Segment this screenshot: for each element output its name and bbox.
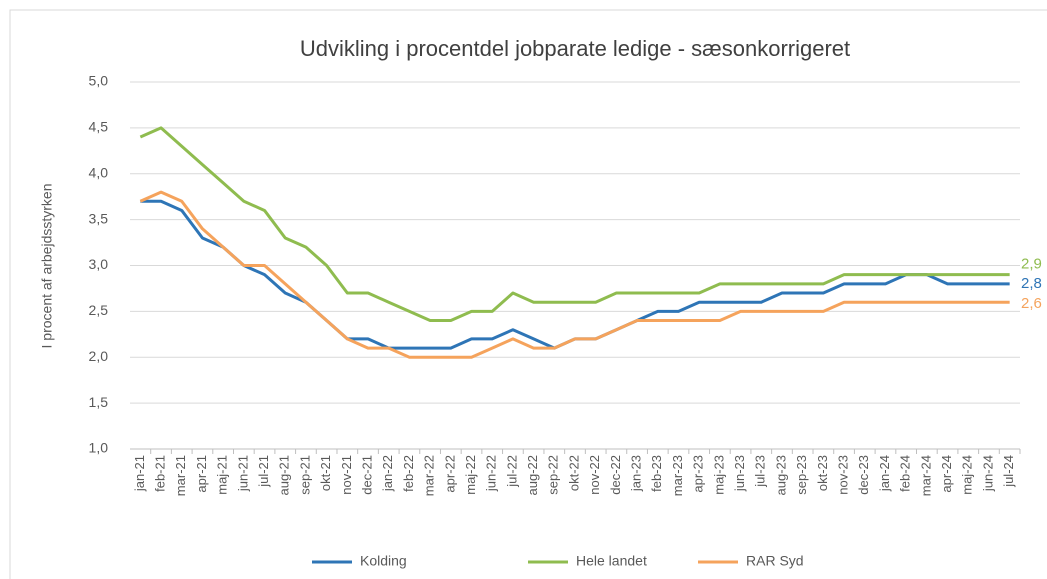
y-tick-label: 2,0 (89, 348, 109, 364)
x-tick-label: maj-24 (960, 455, 975, 495)
chart-frame (9, 9, 1047, 579)
x-tick-label: okt-22 (566, 455, 581, 491)
x-tick-label: jan-21 (132, 455, 147, 492)
x-tick-label: sep-23 (794, 455, 809, 495)
y-axis-label: I procent af arbejdsstyrken (39, 184, 55, 349)
x-tick-label: dec-21 (359, 455, 374, 495)
legend-label: Hele landet (576, 553, 647, 569)
x-tick-label: jan-24 (877, 455, 892, 492)
y-tick-label: 4,5 (89, 119, 109, 135)
x-tick-label: feb-21 (152, 455, 167, 492)
x-tick-label: nov-23 (836, 455, 851, 495)
y-tick-label: 3,0 (89, 256, 109, 272)
x-tick-label: jul-22 (504, 455, 519, 488)
x-tick-label: maj-22 (463, 455, 478, 495)
series-line (139, 126, 1010, 323)
x-tick-label: maj-23 (711, 455, 726, 495)
y-tick-label: 1,5 (89, 394, 109, 410)
x-tick-label: aug-22 (525, 455, 540, 495)
x-tick-label: mar-24 (918, 455, 933, 496)
x-tick-label: jul-21 (256, 455, 271, 488)
y-tick-label: 2,5 (89, 302, 109, 318)
y-tick-label: 4,0 (89, 164, 109, 180)
data-label: 2,6 (1021, 295, 1042, 312)
x-tick-label: mar-21 (173, 455, 188, 496)
x-tick-label: nov-21 (339, 455, 354, 495)
y-tick-label: 5,0 (89, 73, 109, 89)
data-label: 2,9 (1021, 256, 1042, 273)
x-tick-label: jun-24 (980, 455, 995, 492)
x-tick-label: sep-21 (297, 455, 312, 495)
x-tick-label: feb-23 (649, 455, 664, 492)
x-tick-label: jun-22 (484, 455, 499, 492)
x-tick-label: jan-23 (629, 455, 644, 492)
x-tick-label: feb-22 (401, 455, 416, 492)
x-tick-label: feb-24 (898, 455, 913, 492)
x-tick-label: jan-22 (380, 455, 395, 492)
x-tick-label: apr-22 (442, 455, 457, 493)
y-tick-label: 3,5 (89, 210, 109, 226)
x-tick-label: jul-23 (753, 455, 768, 488)
x-tick-label: jun-23 (732, 455, 747, 492)
series-line (139, 190, 1010, 359)
x-tick-label: jul-24 (1001, 455, 1016, 488)
x-tick-label: apr-23 (691, 455, 706, 493)
x-tick-label: dec-23 (856, 455, 871, 495)
data-label: 2,8 (1021, 275, 1042, 292)
x-tick-label: mar-22 (422, 455, 437, 496)
x-tick-label: maj-21 (215, 455, 230, 495)
x-tick-label: jun-21 (235, 455, 250, 492)
y-tick-label: 1,0 (89, 440, 109, 456)
x-tick-label: sep-22 (546, 455, 561, 495)
legend-label: Kolding (360, 553, 407, 569)
x-tick-label: apr-24 (939, 455, 954, 493)
legend-label: RAR Syd (746, 553, 804, 569)
x-tick-label: aug-23 (773, 455, 788, 495)
chart-title: Udvikling i procentdel jobparate ledige … (300, 36, 850, 61)
x-tick-label: apr-21 (194, 455, 209, 493)
x-tick-label: aug-21 (277, 455, 292, 495)
x-tick-label: okt-21 (318, 455, 333, 491)
x-tick-label: okt-23 (815, 455, 830, 491)
x-tick-label: dec-22 (608, 455, 623, 495)
x-tick-label: nov-22 (587, 455, 602, 495)
x-tick-label: mar-23 (670, 455, 685, 496)
